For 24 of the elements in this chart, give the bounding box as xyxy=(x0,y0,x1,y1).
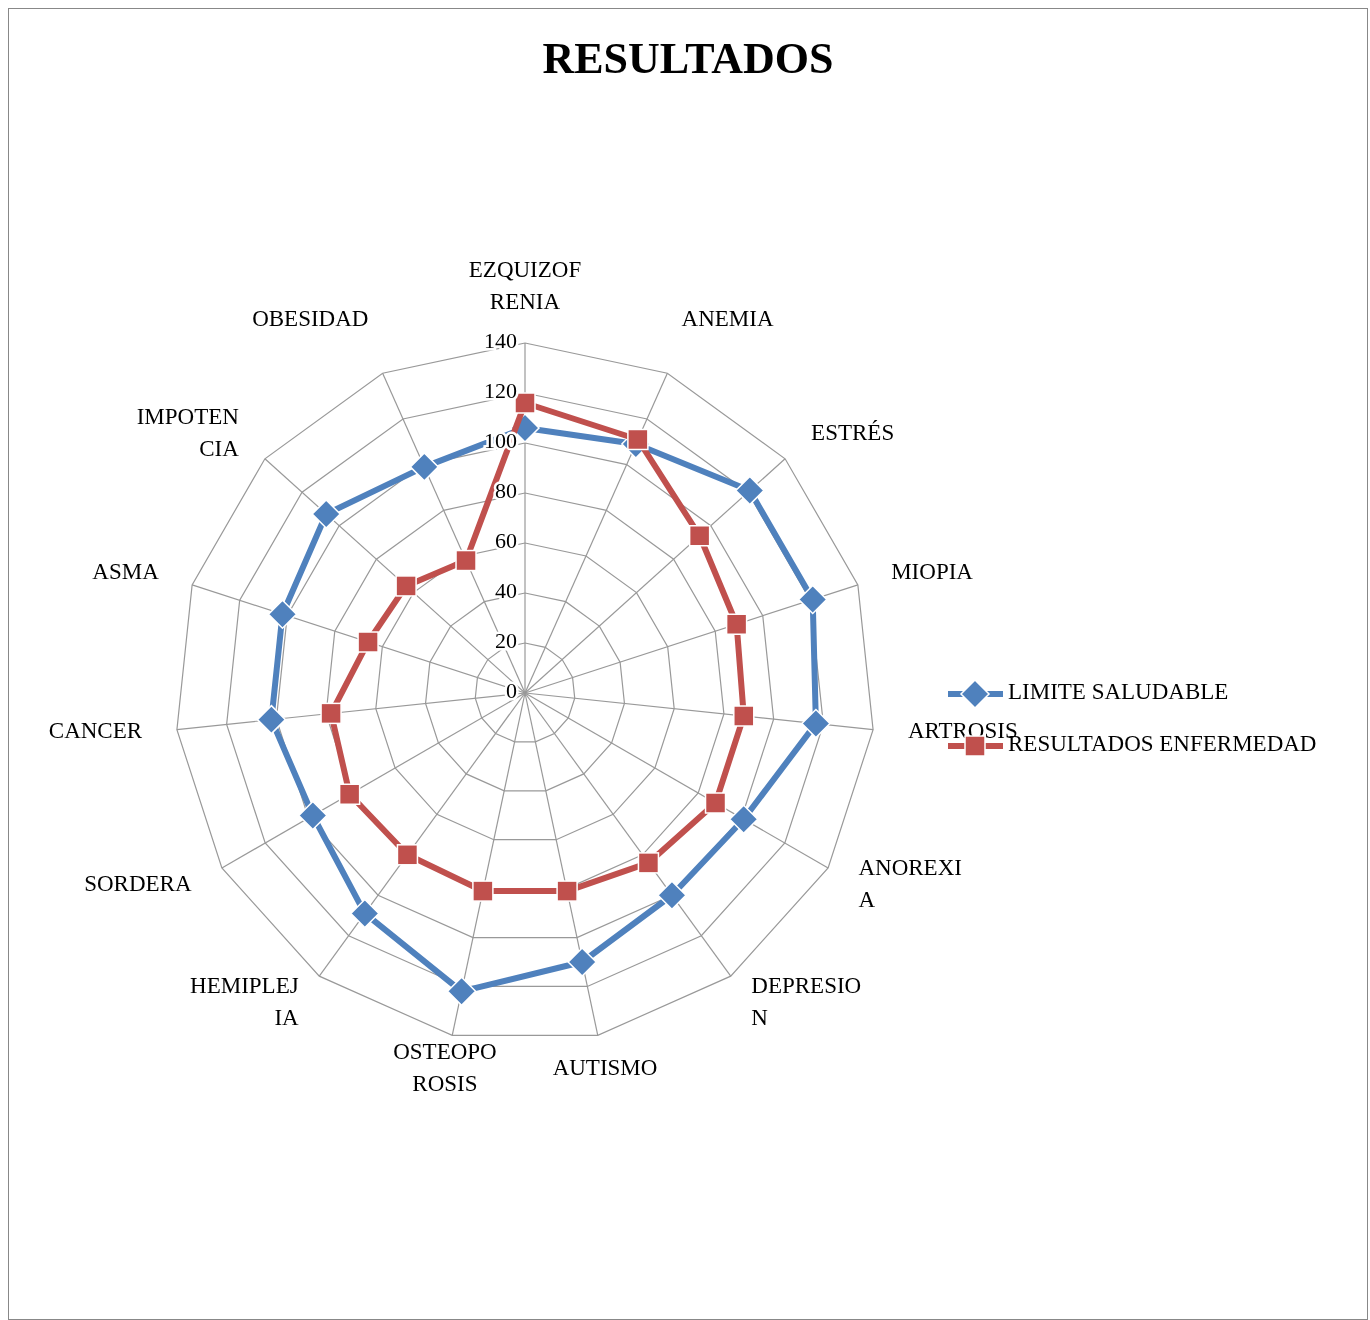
chart-title: RESULTADOS xyxy=(542,34,834,83)
y-tick-label: 0 xyxy=(506,678,517,704)
spoke-label: EZQUIZOF RENIA xyxy=(468,257,582,315)
spoke-label: HEMIPLEJ IA xyxy=(190,973,300,1031)
y-tick-label: 40 xyxy=(495,578,517,604)
spoke-label: AUTISMO xyxy=(552,1054,658,1080)
legend-label: LIMITE SALUDABLE xyxy=(1008,679,1229,705)
spoke-label: CANCER xyxy=(48,718,143,744)
spoke-label: OBESIDAD xyxy=(252,306,369,332)
y-tick-label: 120 xyxy=(484,378,517,404)
y-tick-label: 80 xyxy=(495,478,517,504)
y-tick-label: 20 xyxy=(495,628,517,654)
spoke-label: ANEMIA xyxy=(681,306,774,332)
spoke-label: OSTEOPO ROSIS xyxy=(393,1038,497,1096)
y-tick-label: 140 xyxy=(484,328,517,354)
spoke-label: ASMA xyxy=(92,559,160,585)
spoke-label: SORDERA xyxy=(84,870,192,896)
spoke-label: DEPRESIO N xyxy=(751,973,862,1031)
spoke-label: MIOPIA xyxy=(891,559,974,585)
y-tick-label: 100 xyxy=(484,428,517,454)
spoke-label: IMPOTEN CIA xyxy=(136,404,240,462)
spoke-label: ESTRÉS xyxy=(811,420,895,446)
spoke-label: ANOREXI A xyxy=(858,854,962,912)
y-tick-label: 60 xyxy=(495,528,517,554)
